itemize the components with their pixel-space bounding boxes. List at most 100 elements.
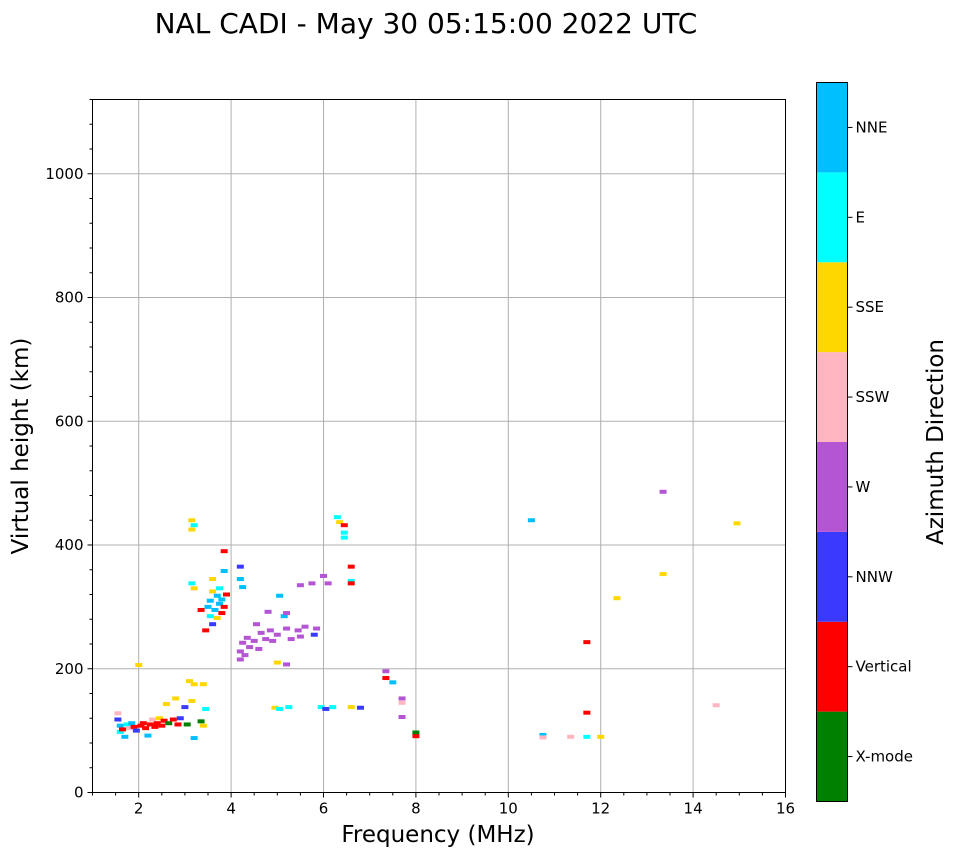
data-point [190, 736, 198, 741]
data-point [243, 635, 251, 640]
data-point [155, 716, 163, 721]
data-point [583, 640, 591, 645]
x-tick-label: 12 [591, 800, 610, 818]
data-point [294, 628, 302, 633]
data-point [199, 682, 207, 687]
data-point [285, 705, 293, 710]
data-point [186, 679, 194, 684]
colorbar-segment [816, 621, 848, 712]
data-point [347, 581, 355, 586]
data-point [613, 596, 621, 601]
colorbar-segment [816, 711, 848, 802]
data-point [733, 521, 741, 526]
colorbar-tick-label: SSE [856, 298, 885, 316]
data-point [340, 535, 348, 540]
colorbar-tick-label: Vertical [856, 658, 912, 676]
data-point [151, 724, 159, 729]
colorbar-segment [816, 82, 848, 173]
data-point [597, 734, 605, 739]
data-point [220, 568, 228, 573]
data-point [283, 611, 291, 616]
data-point [209, 589, 217, 594]
y-tick-label: 400 [55, 536, 84, 554]
data-point [176, 716, 184, 721]
data-point [283, 662, 291, 667]
data-point [239, 640, 247, 645]
data-point [329, 705, 337, 710]
data-point [347, 705, 355, 710]
data-point [382, 676, 390, 681]
colorbar-tick-label: X-mode [856, 748, 913, 766]
data-point [296, 583, 304, 588]
data-point [333, 515, 341, 520]
data-point [398, 715, 406, 720]
data-point [172, 696, 180, 701]
data-point [132, 728, 140, 733]
data-point [130, 724, 138, 729]
plot-area-frame [92, 99, 786, 793]
data-point [218, 611, 226, 616]
x-tick-label: 8 [411, 800, 421, 818]
data-point [183, 722, 191, 727]
data-point [165, 721, 173, 726]
data-point [209, 622, 217, 627]
data-point [114, 711, 122, 716]
data-point [119, 727, 127, 732]
data-point [153, 721, 161, 726]
colorbar-tick-label: SSW [856, 388, 890, 406]
colorbar-tick-label: W [856, 478, 871, 496]
data-point [139, 721, 147, 726]
data-point [216, 586, 224, 591]
y-tick-label: 0 [74, 784, 84, 802]
data-point [583, 734, 591, 739]
x-tick-label: 14 [684, 800, 703, 818]
data-point [121, 734, 129, 739]
data-point [280, 614, 288, 619]
data-point [188, 581, 196, 586]
data-point [389, 680, 397, 685]
data-point [253, 622, 261, 627]
data-point [188, 518, 196, 523]
data-point [213, 616, 221, 621]
data-point [347, 578, 355, 583]
y-axis: 0 200 400 600 800 1000 [45, 99, 93, 802]
data-point [116, 723, 124, 728]
colorbar-segment [816, 531, 848, 622]
data-point [382, 669, 390, 674]
x-tick-label: 6 [319, 800, 329, 818]
data-point [336, 520, 344, 525]
data-point [287, 637, 295, 642]
data-point [659, 489, 667, 494]
colorbar-segment [816, 442, 848, 532]
data-point [213, 593, 221, 598]
data-point [160, 718, 168, 723]
data-point [125, 726, 133, 731]
data-point [264, 609, 272, 614]
data-point [146, 722, 154, 727]
data-point [246, 645, 254, 650]
data-point [114, 717, 122, 722]
data-point [236, 577, 244, 582]
data-point [137, 723, 145, 728]
data-point [347, 564, 355, 569]
data-point [567, 734, 575, 739]
data-point [135, 663, 143, 668]
x-axis-label: Frequency (MHz) [341, 822, 534, 848]
data-point [123, 722, 131, 727]
data-point [220, 604, 228, 609]
y-axis-label: Virtual height (km) [8, 338, 34, 555]
data-point [283, 626, 291, 631]
data-point [222, 592, 230, 597]
data-point [257, 630, 265, 635]
data-point [356, 705, 364, 710]
data-point [659, 572, 667, 577]
data-point [236, 649, 244, 654]
data-point [324, 581, 332, 586]
data-point [220, 549, 228, 554]
data-point [262, 637, 270, 642]
y-tick-label: 1000 [45, 165, 83, 183]
data-point [250, 638, 258, 643]
colorbar-tick-label: NNW [856, 568, 893, 586]
data-point [206, 598, 214, 603]
